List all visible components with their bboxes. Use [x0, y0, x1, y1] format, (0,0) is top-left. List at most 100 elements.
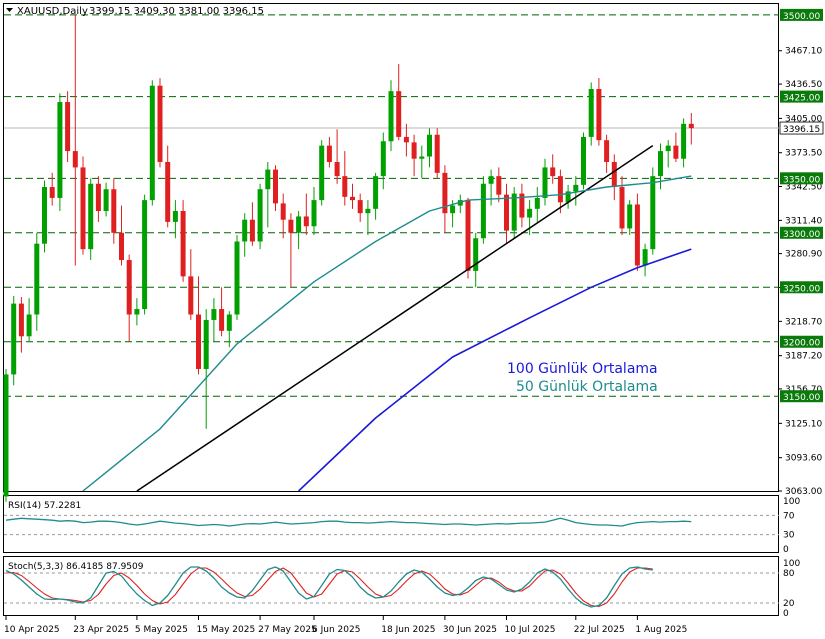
candle-body-67: [519, 193, 525, 218]
candle-body-0: [3, 374, 9, 497]
time-tick-label-6: 18 Jun 2025: [381, 625, 435, 635]
time-tick-label-4: 27 May 2025: [258, 625, 317, 635]
current-price-label-bg: [779, 121, 824, 135]
price-tick-label-11: 3125.10: [785, 419, 822, 429]
candle-body-52: [403, 136, 409, 143]
stoch-main-line: [5, 566, 653, 608]
ma100-line: [298, 248, 692, 491]
candle-body-74: [573, 184, 579, 192]
level-label-bg-1: [780, 90, 823, 103]
candle-body-61: [473, 238, 479, 271]
horizontal-levels: [4, 14, 779, 397]
rsi-panel: RSI(14) 57.2281 100 70 30 0: [4, 497, 800, 555]
time-tick-label-9: 22 Jul 2025: [574, 625, 625, 635]
price-tick-label-12: 3093.60: [785, 454, 822, 464]
price-tick-label-2: 3405.00: [785, 114, 822, 124]
candle-body-76: [588, 88, 594, 137]
candle-body-31: [242, 219, 248, 242]
candle-body-24: [188, 276, 194, 315]
candle-body-30: [234, 241, 240, 315]
candle-body-6: [49, 187, 55, 198]
stoch-panel-frame: [3, 556, 779, 616]
candle-body-64: [496, 176, 502, 195]
candle-body-27: [211, 309, 217, 320]
candle-body-53: [411, 142, 417, 159]
candle-body-79: [611, 161, 617, 188]
candle-body-34: [265, 169, 271, 190]
level-label-0: 3500.00: [783, 12, 820, 22]
candle-body-36: [280, 203, 286, 220]
candle-body-75: [581, 136, 586, 185]
candle-body-60: [465, 200, 471, 271]
candle-body-28: [219, 309, 225, 331]
main-panel-frame: [3, 3, 779, 492]
candlesticks: [3, 14, 694, 502]
dropdown-triangle-icon[interactable]: [6, 8, 13, 12]
current-price-label: 3396.15: [783, 125, 820, 135]
candle-body-57: [442, 172, 448, 214]
level-label-bg-5: [780, 335, 823, 348]
candle-body-62: [480, 183, 486, 239]
candle-body-37: [288, 219, 294, 233]
candle-body-77: [596, 88, 602, 141]
candle-body-55: [427, 134, 432, 157]
stoch-tick-label-0: 100: [783, 559, 800, 569]
level-label-5: 3200.00: [783, 339, 820, 349]
stoch-tick-label-2: 20: [783, 599, 795, 609]
overlay-lines: [82, 144, 692, 491]
candle-body-89: [688, 123, 694, 129]
price-axis: 3467.10 3436.50 3405.00 3373.50 3342.50 3311.…: [779, 47, 822, 497]
candle-body-4: [34, 243, 40, 315]
stoch-tick-label-1: 80: [783, 569, 795, 579]
chart-header: XAUUSD,Daily 3399.15 3409.30 3381.00 339…: [6, 6, 264, 17]
candle-body-66: [511, 193, 517, 231]
candle-body-32: [249, 219, 255, 242]
candle-body-84: [650, 176, 656, 250]
candle-body-8: [65, 102, 71, 152]
candle-body-21: [165, 161, 171, 222]
candle-body-87: [673, 145, 679, 159]
level-label-6: 3150.00: [783, 393, 820, 403]
candle-body-39: [303, 216, 309, 227]
price-tick-label-10: 3156.70: [785, 385, 822, 395]
candle-body-3: [26, 314, 32, 337]
rsi-tick-label-0: 100: [783, 497, 800, 507]
time-tick-label-5: 6 Jun 2025: [312, 625, 360, 635]
price-tick-label-9: 3187.20: [785, 352, 822, 362]
level-labels: 3500.00 3425.00 3350.00 3300.00 3250.00 3200.…: [779, 8, 824, 403]
price-tick-label-13: 3063.00: [785, 487, 822, 497]
ohlc-values: 3399.15 3409.30 3381.00 3396.15: [89, 6, 264, 17]
candle-body-68: [527, 208, 533, 218]
candle-body-73: [565, 191, 571, 203]
candle-body-41: [319, 145, 325, 201]
candle-body-33: [257, 189, 263, 242]
level-label-2: 3350.00: [783, 175, 820, 185]
ma50-annotation: 50 Günlük Ortalama: [516, 379, 658, 395]
candle-body-18: [142, 200, 148, 310]
candle-body-19: [149, 85, 155, 201]
candle-body-13: [103, 189, 109, 212]
rsi-panel-frame: [3, 495, 779, 553]
level-label-bg-4: [780, 281, 823, 294]
candle-body-38: [296, 216, 302, 233]
candle-body-54: [419, 156, 425, 159]
symbol-label: XAUUSD,Daily: [17, 6, 88, 17]
candle-body-5: [42, 187, 47, 244]
candle-body-25: [196, 314, 201, 369]
candle-body-42: [326, 145, 332, 162]
level-label-bg-3: [780, 226, 823, 239]
candle-body-10: [80, 167, 86, 250]
time-tick-label-0: 10 Apr 2025: [4, 625, 60, 635]
candle-body-49: [380, 141, 386, 177]
candle-body-44: [342, 176, 348, 197]
level-label-bg-0: [780, 8, 823, 21]
time-tick-label-8: 10 Jul 2025: [505, 625, 556, 635]
candle-body-17: [134, 309, 140, 315]
price-tick-label-6: 3280.90: [785, 250, 822, 260]
candle-body-71: [550, 167, 556, 177]
ma50-line: [82, 175, 692, 491]
time-tick-label-3: 15 May 2025: [197, 625, 256, 635]
time-tick-label-1: 23 Apr 2025: [73, 625, 129, 635]
